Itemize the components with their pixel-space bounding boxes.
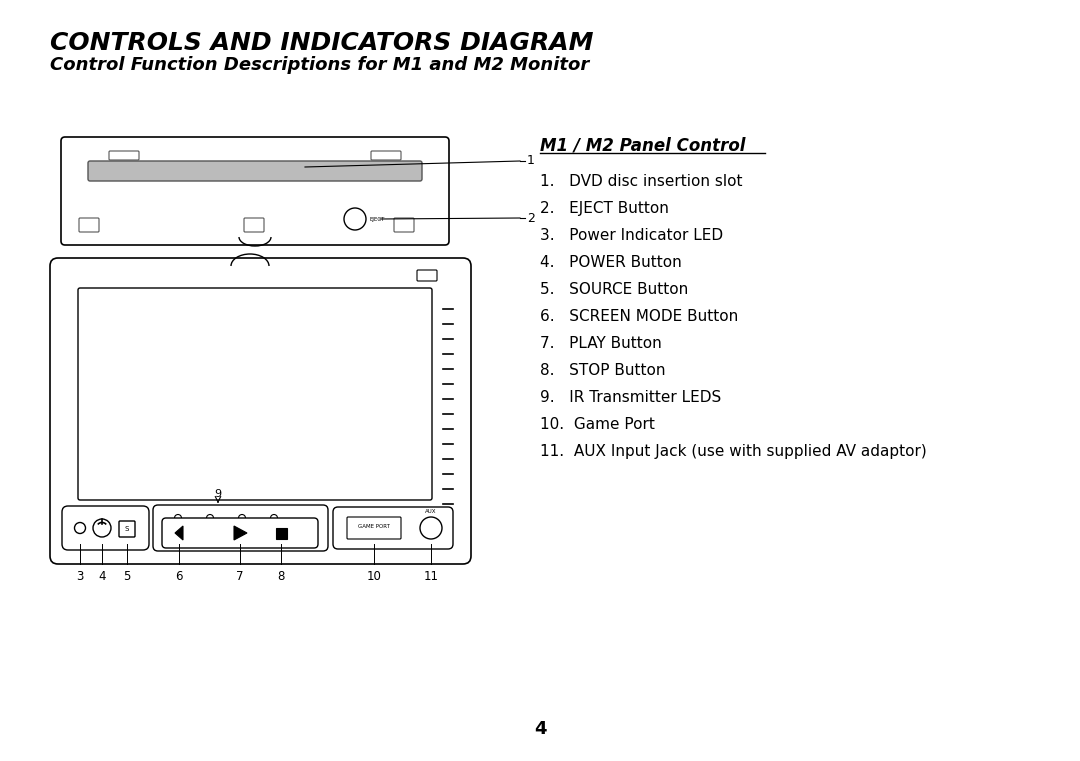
Circle shape — [420, 517, 442, 539]
Circle shape — [175, 514, 181, 521]
Text: 1: 1 — [527, 154, 535, 167]
FancyBboxPatch shape — [119, 521, 135, 537]
Text: EJECT: EJECT — [369, 216, 384, 221]
Text: 7.   PLAY Button: 7. PLAY Button — [540, 336, 662, 351]
FancyBboxPatch shape — [153, 505, 328, 551]
Text: 4.   POWER Button: 4. POWER Button — [540, 255, 681, 270]
Circle shape — [75, 523, 85, 533]
Text: AUX: AUX — [426, 509, 436, 514]
Text: 5: 5 — [123, 570, 131, 583]
FancyBboxPatch shape — [417, 270, 437, 281]
Text: 2.   EJECT Button: 2. EJECT Button — [540, 201, 669, 216]
FancyBboxPatch shape — [60, 137, 449, 245]
Text: 10: 10 — [366, 570, 381, 583]
Circle shape — [93, 519, 111, 537]
Text: 4: 4 — [98, 570, 106, 583]
Circle shape — [239, 514, 245, 521]
Text: 6: 6 — [175, 570, 183, 583]
FancyBboxPatch shape — [394, 218, 414, 232]
FancyBboxPatch shape — [50, 258, 471, 564]
FancyBboxPatch shape — [87, 161, 422, 181]
Text: 1.   DVD disc insertion slot: 1. DVD disc insertion slot — [540, 174, 743, 189]
Text: S: S — [125, 526, 130, 532]
Text: 11.  AUX Input Jack (use with supplied AV adaptor): 11. AUX Input Jack (use with supplied AV… — [540, 444, 927, 459]
Text: 9.   IR Transmitter LEDS: 9. IR Transmitter LEDS — [540, 390, 721, 405]
Text: 10.  Game Port: 10. Game Port — [540, 417, 654, 432]
FancyBboxPatch shape — [244, 218, 264, 232]
Text: M1 / M2 Panel Control: M1 / M2 Panel Control — [540, 136, 745, 154]
Text: 9: 9 — [215, 489, 221, 499]
Circle shape — [206, 514, 214, 521]
Text: Control Function Descriptions for M1 and M2 Monitor: Control Function Descriptions for M1 and… — [50, 56, 590, 74]
Text: 2: 2 — [527, 212, 535, 224]
Polygon shape — [234, 526, 247, 540]
Text: 3.   Power Indicator LED: 3. Power Indicator LED — [540, 228, 724, 243]
FancyBboxPatch shape — [333, 507, 453, 549]
Text: 3: 3 — [77, 570, 83, 583]
Text: 11: 11 — [423, 570, 438, 583]
Bar — [276, 528, 287, 539]
FancyBboxPatch shape — [79, 218, 99, 232]
Circle shape — [270, 514, 278, 521]
FancyBboxPatch shape — [109, 151, 139, 160]
Text: 6.   SCREEN MODE Button: 6. SCREEN MODE Button — [540, 309, 739, 324]
FancyBboxPatch shape — [78, 288, 432, 500]
Circle shape — [345, 208, 366, 230]
Polygon shape — [175, 526, 183, 540]
Text: CONTROLS AND INDICATORS DIAGRAM: CONTROLS AND INDICATORS DIAGRAM — [50, 31, 594, 55]
FancyBboxPatch shape — [62, 506, 149, 550]
FancyBboxPatch shape — [372, 151, 401, 160]
Text: GAME PORT: GAME PORT — [359, 524, 390, 529]
Text: 8: 8 — [278, 570, 285, 583]
FancyBboxPatch shape — [347, 517, 401, 539]
FancyBboxPatch shape — [162, 518, 318, 548]
Text: 4: 4 — [534, 720, 546, 738]
Text: 5.   SOURCE Button: 5. SOURCE Button — [540, 282, 688, 297]
Text: 7: 7 — [237, 570, 244, 583]
Text: 8.   STOP Button: 8. STOP Button — [540, 363, 665, 378]
